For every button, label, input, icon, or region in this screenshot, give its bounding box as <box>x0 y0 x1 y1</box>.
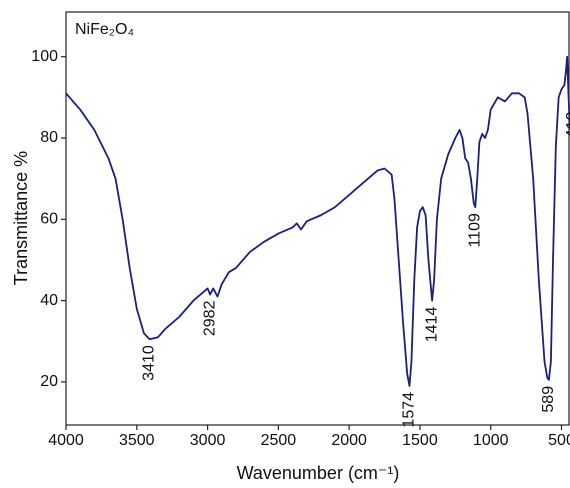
y-axis-label: Transmittance % <box>11 151 31 285</box>
x-tick-label: 500 <box>548 432 570 449</box>
x-tick-label: 1500 <box>402 432 438 449</box>
peak-label: 419 <box>564 111 570 138</box>
y-tick-label: 20 <box>40 373 58 390</box>
x-tick-label: 1000 <box>473 432 509 449</box>
x-tick-label: 3000 <box>190 432 226 449</box>
plot-frame <box>65 11 570 426</box>
y-tick-label: 100 <box>31 48 58 65</box>
peak-label: 2982 <box>201 300 218 336</box>
chart-title: NiFe₂O₄ <box>75 21 134 38</box>
x-tick-label: 2500 <box>261 432 297 449</box>
y-tick-label: 80 <box>40 129 58 146</box>
x-tick-label: 4000 <box>48 432 84 449</box>
peak-label: 1574 <box>401 392 418 428</box>
peak-label: 589 <box>540 386 557 413</box>
y-tick-label: 40 <box>40 292 58 309</box>
peak-label: 1109 <box>467 213 484 248</box>
x-tick-label: 2000 <box>331 432 367 449</box>
x-axis-label: Wavenumber (cm⁻¹) <box>237 463 400 483</box>
spectrum-line <box>65 55 570 387</box>
peak-label: 3410 <box>141 345 158 381</box>
x-tick-label: 3500 <box>119 432 155 449</box>
peak-label: 1414 <box>423 307 440 343</box>
y-tick-label: 60 <box>40 211 58 228</box>
